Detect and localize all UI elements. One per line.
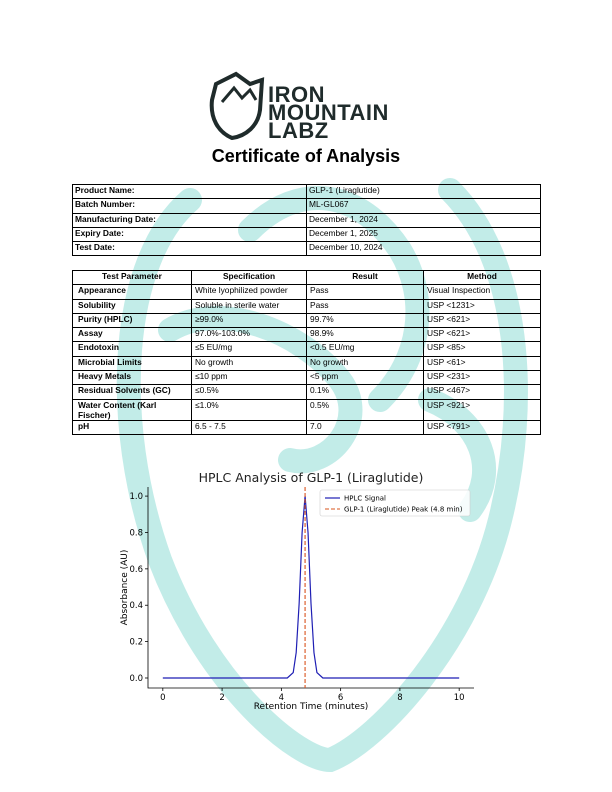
info-label: Product Name:: [72, 183, 307, 200]
test-cell: pH: [72, 419, 192, 435]
test-cell: 97.0%-103.0%: [191, 327, 307, 343]
test-cell: ≤1.0%: [191, 398, 307, 421]
test-cell: Appearance: [72, 284, 192, 300]
test-cell: White lyophilized powder: [191, 284, 307, 300]
test-cell: USP <621>: [423, 327, 541, 343]
test-row: Assay 97.0%-103.0% 98.9% USP <621>: [72, 327, 541, 343]
test-results-table: Test Parameter Specification Result Method A…: [72, 269, 541, 435]
info-value: GLP-1 (Liraglutide): [306, 183, 541, 200]
test-cell: 99.7%: [306, 312, 424, 329]
test-cell: Heavy Metals: [72, 370, 192, 386]
info-row: Expiry Date: December 1, 2025: [72, 226, 541, 243]
logo-text: MOUNTAIN: [268, 100, 389, 125]
logo-text: LABZ: [268, 118, 329, 143]
test-cell: <5 ppm: [306, 370, 424, 386]
test-cell: Water Content (Karl Fischer): [72, 398, 192, 421]
test-cell: Purity (HPLC): [72, 312, 192, 329]
test-cell: <0.5 EU/mg: [306, 341, 424, 357]
column-header: Result: [306, 269, 424, 286]
column-header: Specification: [191, 269, 307, 286]
product-info-table: Product Name: GLP-1 (Liraglutide) Batch Nu…: [72, 183, 541, 257]
info-value: ML-GL067: [306, 198, 541, 214]
test-cell: Solubility: [72, 298, 192, 314]
logo-mountain: [220, 85, 258, 103]
test-cell: 6.5 - 7.5: [191, 419, 307, 435]
info-label: Manufacturing Date:: [72, 212, 307, 228]
test-cell: USP <791>: [423, 419, 541, 435]
test-cell: Assay: [72, 327, 192, 343]
logo-text: IRON: [268, 82, 325, 107]
test-cell: ≥99.0%: [191, 312, 307, 329]
test-cell: Residual Solvents (GC): [72, 384, 192, 400]
column-header: Method: [423, 269, 541, 286]
logo-mark: [209, 71, 265, 141]
test-cell: 7.0: [306, 419, 424, 435]
test-cell: USP <467>: [423, 384, 541, 400]
test-cell: Pass: [306, 298, 424, 314]
test-cell: USP <921>: [423, 398, 541, 421]
document-title: Certificate of Analysis: [211, 146, 401, 166]
info-value: December 1, 2025: [306, 226, 541, 243]
test-row: Appearance White lyophilized powder Pass Vi…: [72, 284, 541, 300]
test-cell: Soluble in sterile water: [191, 298, 307, 314]
info-label: Expiry Date:: [72, 226, 307, 243]
test-row: Water Content (Karl Fischer) ≤1.0% 0.5% USP…: [72, 398, 541, 421]
test-cell: USP <85>: [423, 341, 541, 357]
test-cell: Endotoxin: [72, 341, 192, 357]
test-cell: ≤0.5%: [191, 384, 307, 400]
test-row: Purity (HPLC) ≥99.0% 99.7% USP <621>: [72, 312, 541, 329]
test-cell: 0.5%: [306, 398, 424, 421]
column-header: Test Parameter: [72, 269, 192, 286]
test-cell: Microbial Limits: [72, 355, 192, 372]
info-value: December 1, 2024: [306, 212, 541, 228]
test-row: pH 6.5 - 7.5 7.0 USP <791>: [72, 419, 541, 435]
test-cell: 98.9%: [306, 327, 424, 343]
test-cell: No growth: [306, 355, 424, 372]
info-value: December 10, 2024: [306, 241, 541, 257]
info-label: Test Date:: [72, 241, 307, 257]
test-cell: USP <231>: [423, 370, 541, 386]
info-row: Product Name: GLP-1 (Liraglutide): [72, 183, 541, 200]
test-cell: ≤5 EU/mg: [191, 341, 307, 357]
test-cell: USP <1231>: [423, 298, 541, 314]
info-row: Test Date: December 10, 2024: [72, 241, 541, 257]
test-row: Solubility Soluble in sterile water Pass US…: [72, 298, 541, 314]
info-row: Manufacturing Date: December 1, 2024: [72, 212, 541, 228]
test-cell: Visual Inspection: [423, 284, 541, 300]
test-row: Heavy Metals ≤10 ppm <5 ppm USP <231>: [72, 370, 541, 386]
test-cell: USP <61>: [423, 355, 541, 372]
test-cell: Pass: [306, 284, 424, 300]
test-row: Microbial Limits No growth No growth USP <6…: [72, 355, 541, 372]
test-cell: No growth: [191, 355, 307, 372]
info-row: Batch Number: ML-GL067: [72, 198, 541, 214]
test-cell: 0.1%: [306, 384, 424, 400]
test-cell: ≤10 ppm: [191, 370, 307, 386]
test-cell: USP <621>: [423, 312, 541, 329]
test-row: Endotoxin ≤5 EU/mg <0.5 EU/mg USP <85>: [72, 341, 541, 357]
info-label: Batch Number:: [72, 198, 307, 214]
test-row: Residual Solvents (GC) ≤0.5% 0.1% USP <467>: [72, 384, 541, 400]
